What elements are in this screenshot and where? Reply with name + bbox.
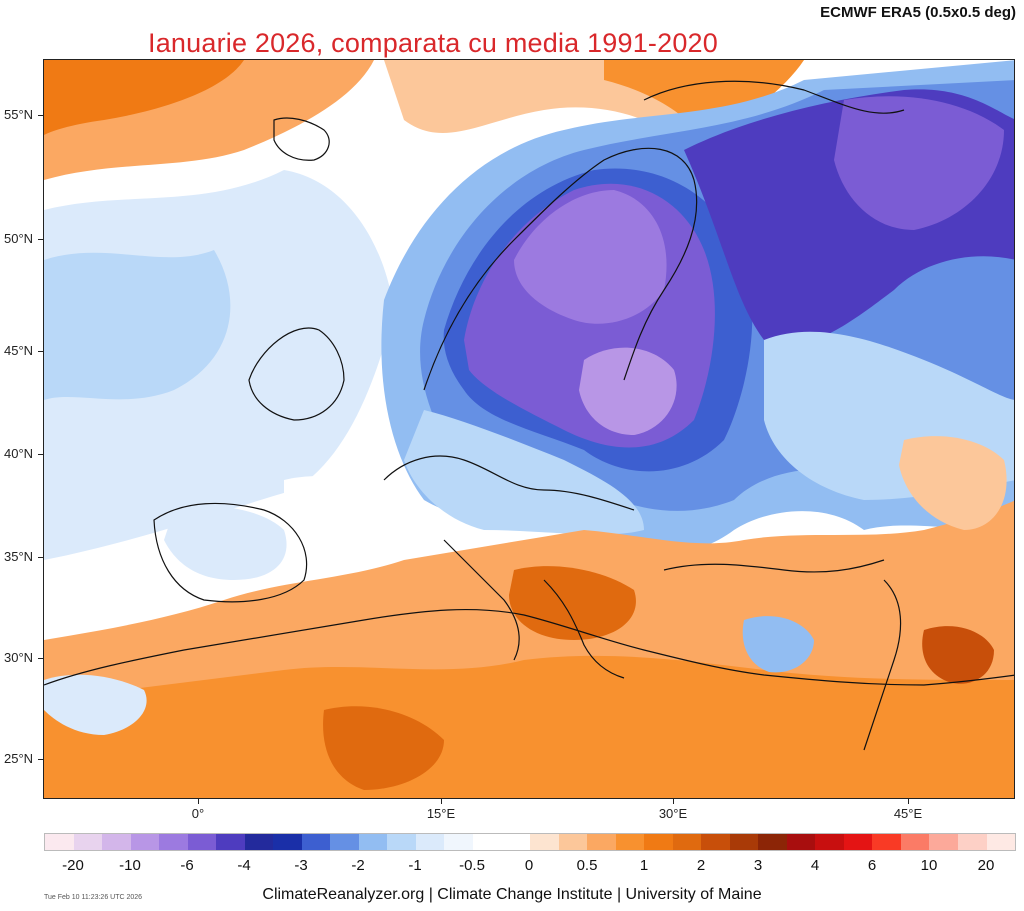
balkans-warm-core bbox=[509, 566, 636, 640]
barents-warm bbox=[604, 60, 804, 140]
colorbar-swatch bbox=[729, 834, 759, 850]
anomaly-map-canvas bbox=[44, 60, 1014, 798]
colorbar-label: 0 bbox=[524, 857, 534, 874]
lon-label-15e: 15°E bbox=[426, 806, 456, 821]
colorbar-swatch bbox=[73, 834, 103, 850]
colorbar-label: 6 bbox=[867, 857, 877, 874]
lat-label-55n: 55°N bbox=[4, 107, 34, 122]
lon-label-30e: 30°E bbox=[658, 806, 688, 821]
colorbar-swatch bbox=[102, 834, 131, 850]
colorbar-label: -2 bbox=[351, 857, 365, 874]
russia-cold-core bbox=[834, 96, 1004, 230]
kazakhstan-warm bbox=[899, 436, 1007, 530]
colorbar-swatch bbox=[958, 834, 987, 850]
lon-label-45e: 45°E bbox=[893, 806, 923, 821]
belarus-cold-core bbox=[579, 347, 677, 435]
lon-tick bbox=[908, 799, 909, 804]
colorbar-swatch bbox=[301, 834, 331, 850]
lon-tick bbox=[673, 799, 674, 804]
morocco-cool bbox=[44, 674, 147, 735]
colorbar-label: 0.5 bbox=[576, 857, 598, 874]
france-neutral bbox=[284, 476, 416, 550]
colorbar-swatch bbox=[758, 834, 787, 850]
colorbar-label: 4 bbox=[810, 857, 820, 874]
lat-label-35n: 35°N bbox=[4, 549, 34, 564]
colorbar-swatch bbox=[358, 834, 388, 850]
iberia-cool bbox=[164, 506, 287, 580]
lat-tick bbox=[38, 759, 43, 760]
north-atlantic-warm-core bbox=[44, 60, 244, 135]
colorbar-label: 20 bbox=[977, 857, 995, 874]
colorbar-label: -3 bbox=[294, 857, 308, 874]
scandinavia-cold-core bbox=[514, 190, 667, 324]
lat-label-45n: 45°N bbox=[4, 343, 34, 358]
colorbar-label: 2 bbox=[696, 857, 706, 874]
north-africa-warm bbox=[44, 655, 1014, 798]
colorbar-swatch bbox=[672, 834, 702, 850]
lon-tick bbox=[441, 799, 442, 804]
anomaly-map[interactable] bbox=[43, 59, 1015, 799]
lat-label-40n: 40°N bbox=[4, 446, 34, 461]
colorbar-swatch bbox=[244, 834, 274, 850]
map-title: Ianuarie 2026, comparata cu media 1991-2… bbox=[148, 28, 718, 58]
levant-cool bbox=[742, 616, 814, 673]
lat-tick bbox=[38, 557, 43, 558]
colorbar-swatch bbox=[444, 834, 473, 850]
footer-credit[interactable]: ClimateReanalyzer.org | Climate Change I… bbox=[262, 886, 762, 903]
colorbar-swatch bbox=[472, 834, 502, 850]
colorbar-label: -6 bbox=[180, 857, 194, 874]
colorbar-swatch bbox=[587, 834, 616, 850]
colorbar-label: 3 bbox=[753, 857, 763, 874]
colorbar-swatch bbox=[644, 834, 673, 850]
timestamp: Tue Feb 10 11:23:26 UTC 2026 bbox=[44, 894, 143, 901]
colorbar-swatch bbox=[45, 834, 74, 850]
lat-label-50n: 50°N bbox=[4, 231, 34, 246]
colorbar-swatch bbox=[701, 834, 730, 850]
colorbar bbox=[44, 833, 1016, 851]
lat-tick bbox=[38, 239, 43, 240]
colorbar-swatch bbox=[330, 834, 359, 850]
lon-tick bbox=[198, 799, 199, 804]
colorbar-label: -20 bbox=[62, 857, 84, 874]
sahara-warm-core bbox=[323, 706, 444, 790]
colorbar-swatch bbox=[786, 834, 816, 850]
colorbar-label: 10 bbox=[920, 857, 938, 874]
colorbar-label: -4 bbox=[237, 857, 251, 874]
colorbar-swatch bbox=[872, 834, 901, 850]
colorbar-swatch bbox=[415, 834, 445, 850]
colorbar-swatch bbox=[273, 834, 302, 850]
iraq-warm-core bbox=[922, 626, 994, 684]
colorbar-swatch bbox=[900, 834, 930, 850]
colorbar-swatch bbox=[843, 834, 873, 850]
lat-label-30n: 30°N bbox=[4, 650, 34, 665]
colorbar-swatch bbox=[501, 834, 531, 850]
colorbar-label: -1 bbox=[408, 857, 422, 874]
source-label: ECMWF ERA5 (0.5x0.5 deg) bbox=[820, 4, 1016, 21]
lon-label-0: 0° bbox=[191, 806, 205, 821]
colorbar-label: -10 bbox=[119, 857, 141, 874]
colorbar-swatch bbox=[986, 834, 1016, 850]
colorbar-label: -0.5 bbox=[459, 857, 485, 874]
lat-tick bbox=[38, 115, 43, 116]
colorbar-swatch bbox=[929, 834, 958, 850]
colorbar-swatch bbox=[387, 834, 416, 850]
lat-tick bbox=[38, 454, 43, 455]
colorbar-swatch bbox=[216, 834, 245, 850]
colorbar-label: 1 bbox=[639, 857, 649, 874]
central-europe-cool bbox=[404, 410, 644, 535]
colorbar-swatch bbox=[187, 834, 217, 850]
lat-tick bbox=[38, 658, 43, 659]
lat-label-25n: 25°N bbox=[4, 751, 34, 766]
atlantic-cool-core bbox=[44, 250, 231, 400]
colorbar-swatch bbox=[615, 834, 645, 850]
colorbar-swatch bbox=[815, 834, 844, 850]
lat-tick bbox=[38, 351, 43, 352]
colorbar-swatch bbox=[558, 834, 588, 850]
coastlines bbox=[44, 80, 1014, 751]
colorbar-swatch bbox=[130, 834, 160, 850]
colorbar-swatch bbox=[530, 834, 559, 850]
colorbar-swatch bbox=[159, 834, 188, 850]
